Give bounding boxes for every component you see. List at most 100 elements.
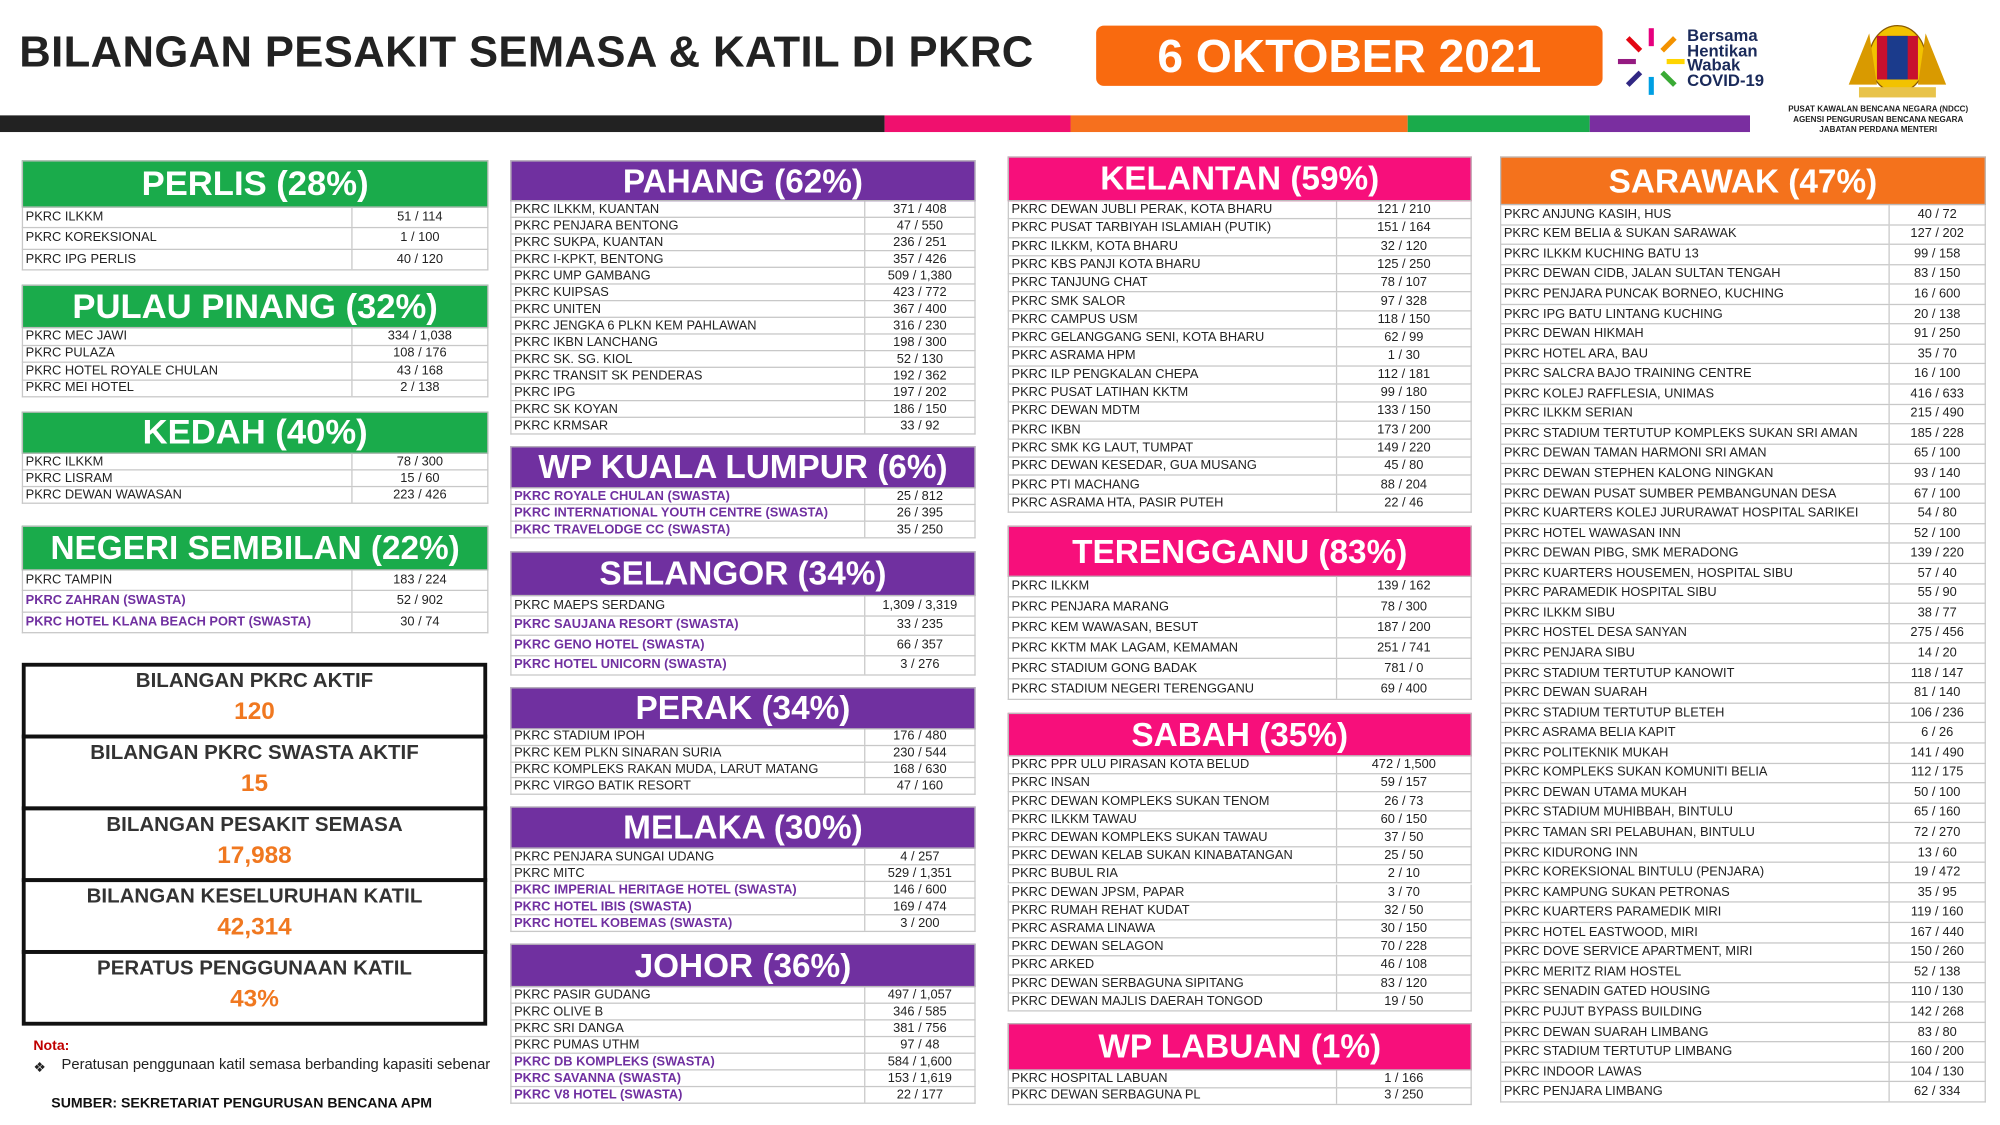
facility-name: PKRC PTI MACHANG [1011, 477, 1140, 492]
region-table: NEGERI SEMBILAN (22%) PKRC TAMPIN 183 / 22… [21, 525, 489, 634]
table-row: PKRC HOSTEL DESA SANYAN 275 / 456 [1499, 623, 1986, 644]
summary-cell: BILANGAN PKRC SWASTA AKTIF 15 [21, 734, 488, 811]
occupancy: 26 / 73 [1335, 792, 1471, 810]
facility-name: PKRC TRANSIT SK PENDERAS [514, 368, 703, 383]
facility-name: PKRC VIRGO BATIK RESORT [514, 779, 692, 794]
facility-name: PKRC ANJUNG KASIH, HUS [1503, 207, 1672, 222]
facility-name: PKRC HOTEL EASTWOOD, MIRI [1503, 925, 1698, 940]
facility-name: PKRC DEWAN WAWASAN [25, 487, 182, 502]
table-row: PKRC DEWAN CIDB, JALAN SULTAN TENGAH 83 /… [1499, 264, 1986, 285]
occupancy: 47 / 550 [864, 217, 974, 234]
facility-name: PKRC SK. SG. KIOL [514, 351, 633, 367]
facility-name: PKRC DEWAN PUSAT SUMBER PEMBANGUNAN DESA [1503, 486, 1837, 501]
occupancy: 35 / 95 [1888, 883, 1984, 902]
summary-label: PERATUS PENGGUNAAN KATIL [97, 957, 412, 980]
table-row: PKRC KRMSAR 33 / 92 [510, 417, 976, 435]
facility-name: PKRC IKBN [1011, 422, 1081, 437]
summary-cell: BILANGAN PKRC AKTIF 120 [21, 662, 488, 739]
table-row: PKRC KOLEJ RAFFLESIA, UNIMAS 416 / 633 [1499, 384, 1986, 405]
table-row: PKRC STADIUM TERTUTUP BLETEH 106 / 236 [1499, 703, 1986, 724]
occupancy: 35 / 70 [1888, 344, 1984, 364]
occupancy: 118 / 147 [1888, 663, 1984, 683]
occupancy: 57 / 40 [1888, 564, 1984, 583]
facility-name: PKRC PPR ULU PIRASAN KOTA BELUD [1011, 757, 1250, 772]
facility-name: PKRC HOTEL IBIS (SWASTA) [514, 899, 692, 914]
table-row: PKRC STADIUM NEGERI TERENGGANU 69 / 400 [1007, 679, 1472, 700]
facility-name: PKRC DEWAN STEPHEN KALONG NINGKAN [1503, 466, 1774, 481]
facility-name: PKRC HOSTEL DESA SANYAN [1503, 626, 1687, 641]
table-row: PKRC KEM WAWASAN, BESUT 187 / 200 [1007, 617, 1472, 639]
occupancy: 16 / 100 [1888, 364, 1984, 384]
occupancy: 275 / 456 [1888, 623, 1984, 643]
table-row: PKRC PARAMEDIK HOSPITAL SIBU 55 / 90 [1499, 584, 1986, 604]
summary-value: 17,988 [217, 842, 292, 870]
facility-name: PKRC PENJARA PUNCAK BORNEO, KUCHING [1503, 287, 1784, 302]
table-row: PKRC PENJARA SUNGAI UDANG 4 / 257 [510, 848, 976, 866]
occupancy: 192 / 362 [864, 367, 974, 384]
region-table: WP KUALA LUMPUR (6%) PKRC ROYALE CHULAN (… [510, 446, 976, 539]
table-row: PKRC PULAZA 108 / 176 [21, 345, 489, 363]
region-table: SABAH (35%) PKRC PPR ULU PIRASAN KOTA BEL… [1007, 712, 1472, 1012]
facility-name: PKRC KOREKSIONAL BINTULU (PENJARA) [1503, 865, 1765, 880]
facility-name: PKRC UNITEN [514, 301, 602, 317]
facility-name: PKRC KEM BELIA & SUKAN SARAWAK [1503, 227, 1737, 242]
campaign-logo [1617, 28, 1685, 95]
table-row: PKRC KOREKSIONAL 1 / 100 [21, 228, 489, 250]
table-row: PKRC PENJARA PUNCAK BORNEO, KUCHING 16 / … [1499, 284, 1986, 305]
occupancy: 91 / 250 [1888, 324, 1984, 344]
occupancy: 110 / 130 [1888, 982, 1984, 1002]
facility-name: PKRC STADIUM TERTUTUP KANOWIT [1503, 666, 1735, 681]
occupancy: 186 / 150 [864, 401, 974, 417]
occupancy: 37 / 50 [1335, 829, 1471, 847]
table-row: PKRC KUIPSAS 423 / 772 [510, 284, 976, 302]
facility-name: PKRC V8 HOTEL (SWASTA) [514, 1087, 683, 1102]
table-row: PKRC IPG BATU LINTANG KUCHING 20 / 138 [1499, 304, 1986, 325]
facility-name: PKRC IPG BATU LINTANG KUCHING [1503, 307, 1723, 322]
table-row: PKRC VIRGO BATIK RESORT 47 / 160 [510, 778, 976, 795]
facility-name: PKRC CAMPUS USM [1011, 312, 1138, 327]
table-row: PKRC SK KOYAN 186 / 150 [510, 401, 976, 418]
occupancy: 67 / 100 [1888, 484, 1984, 503]
occupancy: 69 / 400 [1335, 679, 1471, 699]
table-row: PKRC INSAN 59 / 157 [1007, 774, 1472, 793]
table-row: PKRC PUSAT TARBIYAH ISLAMIAH (PUTIK) 151 … [1007, 219, 1472, 238]
occupancy: 509 / 1,380 [864, 267, 974, 284]
occupancy: 781 / 0 [1335, 658, 1471, 679]
facility-name: PKRC KOMPLEKS RAKAN MUDA, LARUT MATANG [514, 762, 819, 777]
table-row: PKRC ILKKM, KUANTAN 371 / 408 [510, 201, 976, 218]
table-row: PKRC ILKKM TAWAU 60 / 150 [1007, 811, 1472, 830]
facility-name: PKRC TRAVELODGE CC (SWASTA) [514, 522, 731, 537]
table-row: PKRC HOTEL ROYALE CHULAN 43 / 168 [21, 362, 489, 381]
facility-name: PKRC HOTEL KOBEMAS (SWASTA) [514, 916, 733, 931]
facility-name: PKRC RUMAH REHAT KUDAT [1011, 903, 1190, 918]
occupancy: 1 / 166 [1335, 1070, 1471, 1087]
table-row: PKRC DEWAN SUARAH 81 / 140 [1499, 683, 1986, 704]
occupancy: 1,309 / 3,319 [864, 596, 974, 615]
region-header: WP LABUAN (1%) [1007, 1023, 1472, 1071]
occupancy: 33 / 235 [864, 616, 974, 635]
table-row: PKRC SAUJANA RESORT (SWASTA) 33 / 235 [510, 616, 976, 636]
region-header: SELANGOR (34%) [510, 551, 976, 597]
occupancy: 62 / 334 [1888, 1082, 1984, 1102]
table-row: PKRC KKTM MAK LAGAM, KEMAMAN 251 / 741 [1007, 638, 1472, 659]
occupancy: 52 / 138 [1888, 962, 1984, 982]
occupancy: 197 / 202 [864, 384, 974, 400]
table-row: PKRC DEWAN KESEDAR, GUA MUSANG 45 / 80 [1007, 457, 1472, 477]
facility-name: PKRC KBS PANJI KOTA BHARU [1011, 257, 1201, 272]
region-table: WP LABUAN (1%) PKRC HOSPITAL LABUAN 1 / 16… [1007, 1023, 1472, 1106]
occupancy: 4 / 257 [864, 848, 974, 865]
occupancy: 78 / 107 [1335, 274, 1471, 292]
date-badge: 6 OKTOBER 2021 [1096, 25, 1603, 86]
occupancy: 357 / 426 [864, 251, 974, 267]
occupancy: 99 / 180 [1335, 384, 1471, 402]
facility-name: PKRC KEM WAWASAN, BESUT [1011, 620, 1199, 635]
table-row: PKRC PPR ULU PIRASAN KOTA BELUD 472 / 1,5… [1007, 756, 1472, 775]
facility-name: PKRC KOMPLEKS SUKAN KOMUNITI BELIA [1503, 765, 1768, 780]
table-row: PKRC IMPERIAL HERITAGE HOTEL (SWASTA) 146… [510, 882, 976, 899]
region-header: MELAKA (30%) [510, 806, 976, 849]
table-row: PKRC SENADIN GATED HOUSING 110 / 130 [1499, 982, 1986, 1003]
table-row: PKRC UNITEN 367 / 400 [510, 301, 976, 318]
table-row: PKRC IPG 197 / 202 [510, 384, 976, 402]
summary-value: 120 [234, 698, 275, 726]
occupancy: 81 / 140 [1888, 683, 1984, 703]
